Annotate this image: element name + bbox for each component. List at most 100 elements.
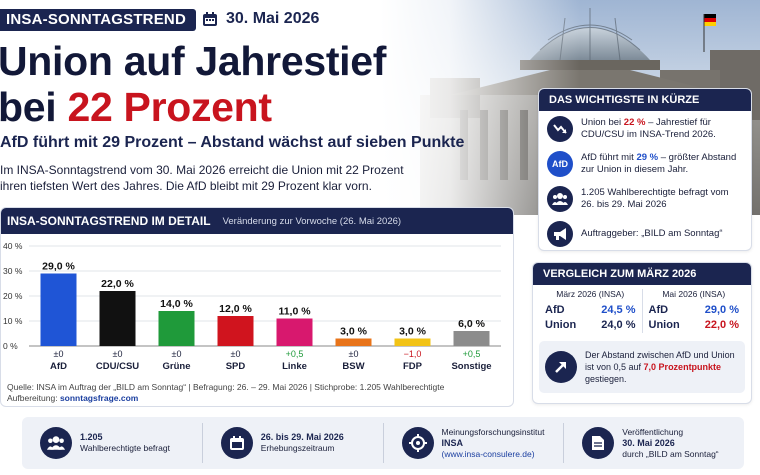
- y-tick-label: 10 %: [3, 316, 23, 326]
- headline-line-2: bei 22 Prozent: [0, 84, 386, 130]
- category-label: Sonstige: [451, 361, 491, 372]
- change-label: ±0: [54, 349, 64, 359]
- bar-chart: 40 % 30 % 20 % 10 % 0 % 29,0 % ±0 AfD 22,0 % ±0 CD…: [3, 241, 501, 372]
- summary-title: DAS WICHTIGSTE IN KÜRZE: [539, 89, 751, 111]
- category-label: Grüne: [163, 361, 191, 372]
- bar-linke: [276, 318, 313, 346]
- bar-cducsu: [99, 291, 136, 346]
- info-item-institute: Meinungsforschungsinstitut INSA (www.insa-…: [382, 423, 564, 463]
- category-label: SPD: [226, 361, 246, 372]
- info-bold: 30. Mai 2026: [622, 437, 675, 448]
- bar-bsw: [335, 338, 372, 346]
- change-label: +0,5: [463, 349, 481, 359]
- info-bar: 1.205 Wahlberechtigte befragt 26. bis 29.…: [22, 417, 744, 469]
- comparison-row: AfD 24,5 %: [545, 303, 636, 318]
- bar-value-label: 3,0 %: [399, 326, 427, 338]
- category-label: FDP: [403, 361, 423, 372]
- insa-link[interactable]: (www.insa-consulere.de): [441, 448, 535, 459]
- category-label: CDU/CSU: [96, 361, 139, 372]
- column-header: März 2026 (INSA): [556, 289, 625, 299]
- party-value: 24,0 %: [601, 319, 636, 331]
- info-bold: 1.205: [80, 432, 103, 442]
- info-detail: Wahlberechtigte befragt: [80, 443, 170, 453]
- megaphone-icon: [547, 220, 573, 247]
- people-icon: [40, 427, 72, 459]
- column-header: Mai 2026 (INSA): [662, 289, 726, 299]
- summary-text: Auftraggeber: „BILD am Sonntag“: [581, 227, 723, 239]
- editing-prefix: Aufbereitung:: [7, 393, 60, 403]
- chart-title: INSA-SONNTAGSTREND IM DETAIL: [7, 214, 211, 228]
- calendar-icon: [203, 12, 217, 26]
- category-label: BSW: [342, 361, 364, 372]
- afd-badge-icon: AfD: [547, 150, 573, 177]
- y-tick-label: 0 %: [3, 341, 18, 351]
- editing-line: Aufbereitung: sonntagsfrage.com: [7, 393, 444, 404]
- summary-item: Auftraggeber: „BILD am Sonntag“: [539, 216, 751, 250]
- trend-down-icon: [547, 115, 573, 142]
- sonntagsfrage-link[interactable]: sonntagsfrage.com: [59, 393, 139, 403]
- bar-value-label: 6,0 %: [458, 318, 486, 330]
- comparison-note: Der Abstand zwischen AfD und Union ist v…: [539, 341, 745, 393]
- party-name: AfD: [545, 304, 565, 316]
- comparison-row: Union 22,0 %: [649, 318, 740, 333]
- bar-afd: [40, 273, 77, 346]
- summary-pre: Union bei: [581, 116, 624, 128]
- source-text: Quelle: INSA im Auftrag der „BILD am Son…: [7, 382, 445, 392]
- party-value: 22,0 %: [704, 319, 739, 331]
- summary-text: AfD führt mit 29 % – größter Abstand zur…: [581, 152, 743, 176]
- bar-value-label: 29,0 %: [42, 261, 75, 273]
- info-text: Veröffentlichung 30. Mai 2026 durch „BILD …: [622, 427, 718, 460]
- bar-value-label: 3,0 %: [340, 326, 368, 338]
- summary-highlight: 22 %: [623, 116, 646, 128]
- bar-value-label: 14,0 %: [160, 298, 193, 310]
- comparison-title: VERGLEICH ZUM MÄRZ 2026: [533, 263, 751, 285]
- change-label: ±0: [113, 349, 123, 359]
- comparison-note-text: Der Abstand zwischen AfD und Union ist v…: [585, 349, 739, 385]
- note-highlight: 7,0 Prozentpunkte: [643, 362, 722, 372]
- category-label: Linke: [282, 361, 307, 372]
- comparison-row: Union 24,0 %: [545, 318, 636, 333]
- people-icon: [547, 185, 573, 212]
- chart-subtitle: Veränderung zur Vorwoche (26. Mai 2026): [222, 215, 402, 227]
- info-text: Meinungsforschungsinstitut INSA (www.insa-…: [442, 427, 545, 460]
- y-tick-label: 40 %: [3, 241, 23, 251]
- summary-item: AfD AfD führt mit 29 % – größter Abstand…: [539, 146, 751, 181]
- headline-prefix: bei: [0, 84, 68, 130]
- chart-header: INSA-SONNTAGSTREND IM DETAIL Veränderung…: [1, 208, 513, 234]
- bar-grne: [158, 311, 195, 346]
- summary-item: Union bei 22 % – Jahrestief für CDU/CSU …: [539, 111, 751, 146]
- info-pre: Meinungsforschungsinstitut: [441, 426, 545, 437]
- info-item-sample: 1.205 Wahlberechtigte befragt: [22, 423, 202, 463]
- comparison-column-march: März 2026 (INSA) AfD 24,5 % Union 24,0 %: [539, 289, 642, 333]
- summary-item: 1.205 Wahlberechtigte befragt vom 26. bi…: [539, 181, 751, 216]
- info-pre: Veröffentlichung: [622, 426, 684, 437]
- summary-pre: AfD führt mit: [581, 151, 637, 163]
- change-label: ±0: [231, 349, 241, 359]
- arrow-up-right-icon: [545, 351, 577, 383]
- comparison-row: AfD 29,0 %: [649, 303, 740, 318]
- info-detail: Erhebungszeitraum: [260, 443, 335, 453]
- headline-highlight: 22 Prozent: [67, 84, 272, 130]
- subheadline: AfD führt mit 29 Prozent – Abstand wächs…: [0, 134, 465, 151]
- calendar-icon: [220, 427, 253, 459]
- publish-date: 30. Mai 2026: [226, 10, 320, 27]
- category-label: AfD: [50, 361, 67, 372]
- info-item-period: 26. bis 29. Mai 2026 Erhebungszeitraum: [201, 423, 383, 463]
- document-icon: [582, 427, 615, 459]
- info-detail: durch „BILD am Sonntag“: [622, 448, 719, 459]
- intro-text: Im INSA-Sonntagstrend vom 30. Mai 2026 e…: [0, 163, 404, 193]
- bar-value-label: 11,0 %: [278, 306, 311, 318]
- chart-source: Quelle: INSA im Auftrag der „BILD am Son…: [7, 382, 444, 404]
- date-line: 30. Mai 2026: [202, 10, 319, 28]
- note-pre: Der Abstand zwischen AfD und Union ist v…: [585, 350, 735, 372]
- change-label: +0,5: [286, 349, 304, 359]
- info-bold: INSA: [441, 437, 464, 448]
- change-label: ±0: [172, 349, 182, 359]
- bar-sonstige: [453, 331, 490, 346]
- category-tag: INSA-SONNTAGSTREND: [0, 9, 196, 31]
- summary-text: Union bei 22 % – Jahrestief für CDU/CSU …: [581, 117, 743, 141]
- party-name: Union: [648, 319, 680, 331]
- bar-spd: [217, 316, 254, 346]
- note-post: gestiegen.: [585, 374, 627, 384]
- headline-line-1: Union auf Jahrestief: [0, 38, 387, 84]
